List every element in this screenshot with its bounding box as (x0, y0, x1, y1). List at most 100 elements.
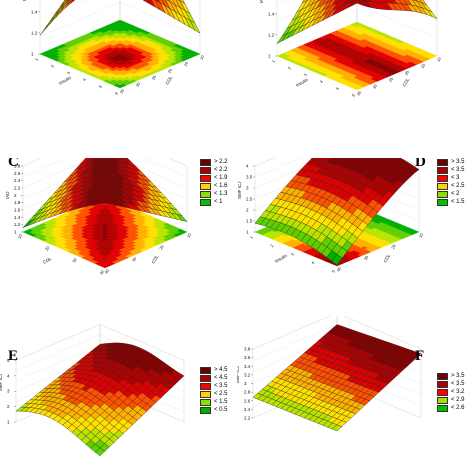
z-tick-label: 1.6 (14, 208, 21, 213)
legend-c: > 2.2 < 2.2 < 1.9 < 1.6 < 1.3 < 1 (200, 158, 228, 206)
legend-entry: < 4.5 (200, 374, 228, 382)
x-tick-label: 3 (290, 251, 296, 256)
z-tick-label: 2.8 (14, 164, 21, 169)
z-tick-label: 1.2 (14, 222, 21, 227)
legend-label: > 2.2 (214, 159, 228, 165)
z-tick-label: 3 (246, 186, 249, 191)
legend-label: < 1.3 (214, 191, 228, 197)
legend-swatch (200, 158, 211, 166)
z-tick-label: 2.4 (14, 178, 21, 183)
legend-swatch (200, 190, 211, 198)
x-tick-label: 2 (50, 63, 56, 68)
legend-swatch (437, 404, 448, 412)
legend-label: < 0.5 (214, 407, 228, 413)
z-tick-label: 1 (31, 52, 34, 57)
z-tick-label: 1 (268, 54, 271, 59)
legend-entry: < 3.2 (437, 388, 465, 396)
surface-plot-f: 2.2 2.4 2.6 2.8 3 3.2 3.4 3.6 3.8 SMF ICJ (237, 316, 422, 432)
legend-d: > 3.5 < 3.5 < 3 < 2.5 < 2 < 1.5 (437, 158, 465, 206)
z-tick-label: 3 (7, 389, 10, 394)
z-tick-label: 2.6 (244, 398, 251, 403)
legend-swatch (200, 398, 211, 406)
legend-swatch (437, 190, 448, 198)
legend-entry: < 3.5 (437, 166, 465, 174)
surface-plot-d: 1 1.5 2 2.5 3 3.5 4 SMF ICJ 1 2 3 4 5 Insulin 10 20 30 40… (237, 158, 424, 274)
legend-entry: < 0.5 (200, 406, 228, 414)
legend-entry: < 1.5 (437, 198, 465, 206)
legend-swatch (437, 380, 448, 388)
z-tick-label: 1.4 (31, 9, 38, 14)
chart-panel-f: 2.2 2.4 2.6 2.8 3 3.2 3.4 3.6 3.8 SMF ICJ F > 3.5… (237, 316, 474, 474)
legend-swatch (437, 396, 448, 404)
x-tick-label: 3 (303, 72, 309, 77)
z-axis-label: SMF ICJ (237, 182, 242, 200)
legend-swatch (200, 174, 211, 182)
legend-label: < 3.5 (451, 167, 465, 173)
x-tick-label: 30 (71, 256, 78, 263)
z-tick-label: 5 (7, 358, 10, 363)
z-axis-label: tAD (259, 0, 264, 3)
panel-label-e: E (8, 348, 19, 364)
legend-swatch (200, 406, 211, 414)
legend-entry: < 2.5 (200, 390, 228, 398)
y-tick-label: 40 (104, 267, 111, 274)
legend-swatch (437, 372, 448, 380)
z-tick-label: 1 (14, 230, 17, 235)
z-tick-label: 2 (246, 208, 249, 213)
y-tick-label: 30 (372, 83, 379, 90)
legend-label: < 2.9 (451, 397, 465, 403)
legend-swatch (200, 382, 211, 390)
x-axis-label: Insulin (274, 253, 288, 264)
legend-label: < 2.6 (451, 405, 465, 411)
panel-label-f: F (415, 348, 425, 364)
x-tick-label: 2 (269, 243, 275, 248)
x-tick-label: 40 (99, 268, 106, 275)
surface-cell (331, 424, 343, 432)
legend-label: < 2 (451, 191, 460, 197)
legend-entry: < 1.3 (200, 190, 228, 198)
legend-swatch (437, 198, 448, 206)
z-tick-label: 3.4 (244, 364, 251, 369)
legend-swatch (437, 182, 448, 190)
z-tick-label: 3.2 (244, 372, 251, 377)
surface-cell (69, 0, 76, 5)
legend-label: < 2.5 (451, 183, 465, 189)
gridline (39, 2, 201, 37)
z-tick-label: 3.5 (246, 175, 253, 180)
legend-swatch (200, 182, 211, 190)
surface-cell (95, 447, 105, 457)
legend-swatch (437, 158, 448, 166)
x-tick-label: 4 (310, 260, 316, 265)
y-tick-label: 30 (131, 255, 138, 262)
x-tick-label: 2 (287, 65, 293, 70)
legend-label: < 1.6 (214, 183, 228, 189)
x-tick-label: 5 (335, 86, 341, 91)
y-tick-label: 35 (356, 89, 363, 96)
legend-swatch (437, 166, 448, 174)
legend-e: > 4.5 < 4.5 < 3.5 < 2.5 < 1.5 < 0.5 (200, 366, 228, 414)
legend-label: < 1 (214, 199, 223, 205)
chart-panel-d: 1 1.5 2 2.5 3 3.5 4 SMF ICJ 1 2 3 4 5 Insulin 10 20 30 40… (237, 158, 474, 316)
legend-entry: < 3 (437, 174, 465, 182)
x-tick-label: 20 (44, 244, 51, 251)
z-tick-label: 2.2 (14, 186, 21, 191)
legend-entry: > 4.5 (200, 366, 228, 374)
x-tick-label: 6 (114, 90, 120, 95)
y-tick-label: 25 (388, 76, 395, 83)
x-tick-label: 6 (351, 92, 357, 97)
z-tick-label: 1.2 (268, 32, 275, 37)
surface-cell (351, 0, 363, 7)
surface-plot-c: 1 1.2 1.4 1.6 1.8 2 2.2 2.4 2.6 2.8 tAD 10 20 30 40 CDL… (5, 158, 192, 276)
x-tick-label: 5 (331, 268, 337, 273)
y-tick-label: 10 (436, 55, 443, 62)
x-tick-label: 4 (82, 77, 88, 82)
legend-swatch (200, 366, 211, 374)
z-tick-label: 1.4 (268, 11, 275, 16)
legend-entry: < 2.9 (437, 396, 465, 404)
z-tick-label: 1 (7, 420, 10, 425)
x-tick-label: 1 (249, 234, 255, 239)
legend-entry: < 1.9 (200, 174, 228, 182)
y-tick-label: 20 (390, 243, 397, 250)
legend-label: > 4.5 (214, 367, 228, 373)
x-tick-label: 1 (271, 58, 277, 63)
